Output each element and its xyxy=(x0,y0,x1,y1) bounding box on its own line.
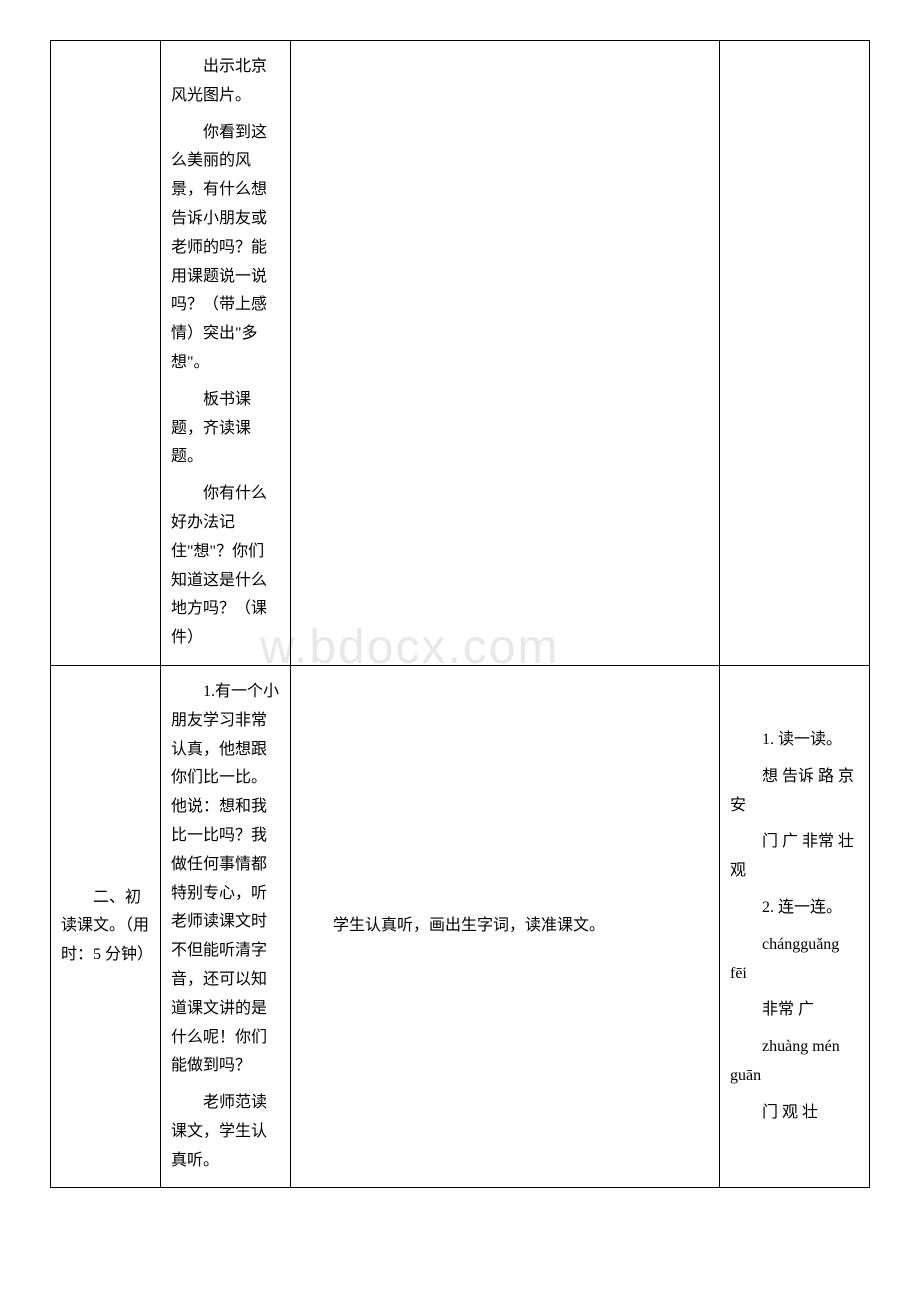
paragraph: 门 广 非常 壮 观 xyxy=(730,828,859,886)
paragraph: 老师范读课文，学生认真听。 xyxy=(171,1089,280,1175)
cell-student-activity: 学生认真听，画出生字词，读准课文。 xyxy=(291,665,720,1188)
cell-section-label: 二、初读课文。（用时：5 分钟） xyxy=(51,665,161,1188)
paragraph: 门 观 壮 xyxy=(730,1099,859,1128)
lesson-plan-table: 出示北京风光图片。 你看到这么美丽的风景，有什么想告诉小朋友或老师的吗？能用课题… xyxy=(50,40,870,1188)
paragraph: 出示北京风光图片。 xyxy=(171,53,280,111)
paragraph: 板书课题，齐读课题。 xyxy=(171,386,280,472)
paragraph: 1. 读一读。 xyxy=(730,726,859,755)
paragraph: 你有什么好办法记住"想"？你们知道这是什么地方吗？（课件） xyxy=(171,480,280,653)
cell-teacher-activity: 1.有一个小朋友学习非常认真，他想跟你们比一比。他说：想和我比一比吗？我做任何事… xyxy=(161,665,291,1188)
cell-exercise xyxy=(720,41,870,666)
paragraph: 2. 连一连。 xyxy=(730,894,859,923)
paragraph: 二、初读课文。（用时：5 分钟） xyxy=(61,884,150,970)
table-row: 二、初读课文。（用时：5 分钟） 1.有一个小朋友学习非常认真，他想跟你们比一比… xyxy=(51,665,870,1188)
cell-teacher-activity: 出示北京风光图片。 你看到这么美丽的风景，有什么想告诉小朋友或老师的吗？能用课题… xyxy=(161,41,291,666)
paragraph: chángguǎng fēi xyxy=(730,931,859,989)
paragraph: 你看到这么美丽的风景，有什么想告诉小朋友或老师的吗？能用课题说一说吗？（带上感情… xyxy=(171,119,280,378)
paragraph: zhuàng mén guān xyxy=(730,1033,859,1091)
cell-exercise: 1. 读一读。 想 告诉 路 京 安 门 广 非常 壮 观 2. 连一连。 ch… xyxy=(720,665,870,1188)
paragraph: 非常 广 xyxy=(730,996,859,1025)
cell-student-activity xyxy=(291,41,720,666)
table-row: 出示北京风光图片。 你看到这么美丽的风景，有什么想告诉小朋友或老师的吗？能用课题… xyxy=(51,41,870,666)
paragraph: 1.有一个小朋友学习非常认真，他想跟你们比一比。他说：想和我比一比吗？我做任何事… xyxy=(171,678,280,1081)
paragraph: 学生认真听，画出生字词，读准课文。 xyxy=(301,912,709,941)
paragraph: 想 告诉 路 京 安 xyxy=(730,763,859,821)
cell-section-label xyxy=(51,41,161,666)
